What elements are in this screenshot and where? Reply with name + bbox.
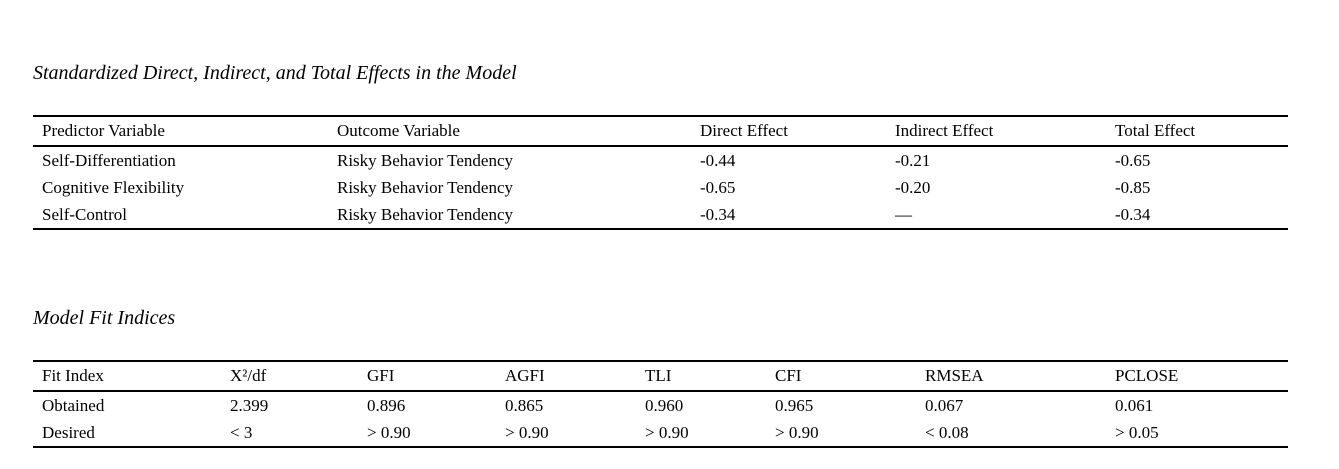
effects-section: Standardized Direct, Indirect, and Total… [33,62,1288,230]
header-cell-chi2-df: X²/df [230,366,267,385]
table-row: Obtained 2.399 0.896 0.865 0.960 0.965 0… [33,391,1288,419]
cell-indirect-effect: — [895,204,912,224]
cell-outcome: Risky Behavior Tendency [337,177,514,197]
header-cell-outcome-variable: Outcome Variable [337,121,460,140]
cell-row-label: Obtained [42,395,105,415]
fit-indices-table-title: Model Fit Indices [33,307,176,329]
header-cell-total-effect: Total Effect [1115,121,1196,140]
cell-predictor: Self-Control [42,204,127,224]
cell-direct-effect: -0.65 [700,177,736,197]
cell-pclose: > 0.05 [1115,422,1159,442]
cell-total-effect: -0.65 [1115,150,1151,170]
cell-tli: 0.960 [645,395,684,415]
cell-chi2-df: 2.399 [230,395,269,415]
effects-table-title: Standardized Direct, Indirect, and Total… [33,62,517,84]
fit-header-row: Fit Index X²/df GFI AGFI TLI CFI RMSEA P… [33,361,1288,391]
fit-indices-section: Model Fit Indices Fit Index X²/df GFI AG… [33,307,1288,448]
header-cell-rmsea: RMSEA [925,366,984,385]
header-cell-pclose: PCLOSE [1115,366,1179,385]
cell-indirect-effect: -0.21 [895,150,931,170]
header-cell-tli: TLI [645,366,672,385]
cell-indirect-effect: -0.20 [895,177,931,197]
cell-chi2-df: < 3 [230,422,253,442]
fit-indices-table: Fit Index X²/df GFI AGFI TLI CFI RMSEA P… [33,360,1288,448]
cell-total-effect: -0.34 [1115,204,1151,224]
cell-rmsea: 0.067 [925,395,964,415]
header-cell-gfi: GFI [367,366,395,385]
effects-table: Predictor Variable Outcome Variable Dire… [33,115,1288,230]
cell-predictor: Cognitive Flexibility [42,177,185,197]
cell-direct-effect: -0.44 [700,150,736,170]
cell-outcome: Risky Behavior Tendency [337,204,514,224]
cell-cfi: > 0.90 [775,422,819,442]
header-cell-fit-index: Fit Index [42,366,104,385]
header-cell-cfi: CFI [775,366,802,385]
cell-gfi: > 0.90 [367,422,411,442]
cell-outcome: Risky Behavior Tendency [337,150,514,170]
header-cell-direct-effect: Direct Effect [700,121,788,140]
cell-total-effect: -0.85 [1115,177,1151,197]
cell-agfi: 0.865 [505,395,544,415]
cell-cfi: 0.965 [775,395,814,415]
cell-rmsea: < 0.08 [925,422,969,442]
table-row: Desired < 3 > 0.90 > 0.90 > 0.90 > 0.90 … [33,419,1288,447]
table-row: Self-Differentiation Risky Behavior Tend… [33,146,1288,174]
cell-pclose: 0.061 [1115,395,1154,415]
header-cell-indirect-effect: Indirect Effect [895,121,994,140]
cell-agfi: > 0.90 [505,422,549,442]
header-cell-predictor-variable: Predictor Variable [42,121,165,140]
cell-direct-effect: -0.34 [700,204,736,224]
cell-predictor: Self-Differentiation [42,150,176,170]
table-row: Self-Control Risky Behavior Tendency -0.… [33,201,1288,229]
cell-row-label: Desired [42,422,95,442]
table-row: Cognitive Flexibility Risky Behavior Ten… [33,174,1288,201]
header-cell-agfi: AGFI [505,366,545,385]
effects-header-row: Predictor Variable Outcome Variable Dire… [33,116,1288,146]
cell-gfi: 0.896 [367,395,406,415]
cell-tli: > 0.90 [645,422,689,442]
